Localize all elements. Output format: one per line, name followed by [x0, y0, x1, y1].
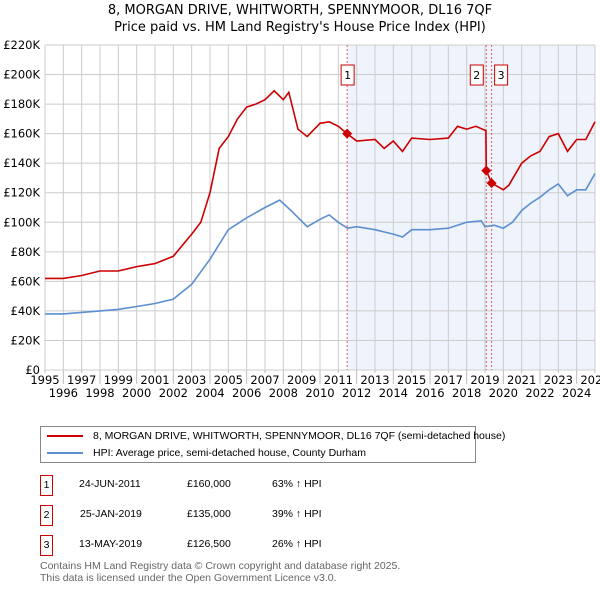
x-tick-label: 2015 — [397, 373, 426, 387]
footer: Contains HM Land Registry data © Crown c… — [40, 560, 400, 584]
hpi-change: 39% ↑ HPI — [272, 508, 322, 520]
x-tick-label: 2018 — [452, 386, 481, 400]
sale-point — [486, 178, 497, 189]
sale-label: 3 — [498, 69, 505, 82]
x-tick-label: 2022 — [525, 386, 554, 400]
x-tick-label: 1999 — [104, 373, 133, 387]
x-tick-label: 2011 — [324, 373, 353, 387]
x-tick-label: 2002 — [159, 386, 188, 400]
y-tick-label: £120K — [3, 186, 40, 200]
x-tick-label: 2014 — [379, 386, 408, 400]
sale-point — [481, 165, 492, 176]
price: £126,500 — [187, 538, 231, 550]
sale-label: 2 — [473, 69, 480, 82]
y-tick-label: £220K — [3, 38, 40, 52]
legend-line-blue — [47, 452, 83, 454]
y-tick-label: £40K — [11, 304, 41, 318]
y-tick-label: £60K — [11, 274, 41, 288]
x-tick-label: 1998 — [85, 386, 114, 400]
y-tick-label: £140K — [3, 156, 40, 170]
x-tick-label: 2003 — [177, 373, 206, 387]
x-tick-label: 2001 — [140, 373, 169, 387]
x-tick-label: 2021 — [507, 373, 536, 387]
x-tick-label: 2008 — [269, 386, 298, 400]
price: £135,000 — [187, 508, 231, 520]
price: £160,000 — [187, 478, 231, 490]
y-tick-label: £0 — [25, 363, 40, 377]
x-tick-label: 2017 — [434, 373, 463, 387]
x-tick-label: 2007 — [250, 373, 279, 387]
x-tick-label: 2024 — [562, 386, 591, 400]
legend-label: 8, MORGAN DRIVE, WHITWORTH, SPENNYMOOR, … — [93, 430, 506, 442]
x-tick-label: 2010 — [305, 386, 334, 400]
legend-line-red — [47, 435, 83, 437]
series-line — [45, 173, 596, 315]
x-tick-label: 1997 — [67, 373, 96, 387]
hpi-change: 26% ↑ HPI — [272, 538, 322, 550]
x-tick-label: 2009 — [287, 373, 316, 387]
sale-point — [342, 128, 353, 139]
y-tick-label: £80K — [11, 245, 41, 259]
marker-badge: 3 — [40, 535, 53, 556]
sale-label-box — [340, 64, 355, 86]
sale-label-box — [494, 64, 509, 86]
x-tick-label: 2005 — [214, 373, 243, 387]
sale-label-box — [469, 64, 484, 86]
footer-line: This data is licensed under the Open Gov… — [40, 572, 337, 584]
y-tick-label: £200K — [3, 68, 40, 82]
x-tick-label: 2006 — [232, 386, 261, 400]
x-tick-label: 2000 — [122, 386, 151, 400]
y-tick-label: £160K — [3, 127, 40, 141]
legend-item-hpi: HPI: Average price, semi-detached house,… — [47, 445, 366, 461]
chart-subtitle: Price paid vs. HM Land Registry's House … — [114, 20, 486, 35]
x-tick-label: 2020 — [489, 386, 518, 400]
x-tick-label: 2004 — [195, 386, 224, 400]
marker-badge: 2 — [40, 505, 53, 526]
x-tick-label: 1996 — [49, 386, 78, 400]
date: 24-JUN-2011 — [79, 478, 141, 490]
date: 13-MAY-2019 — [79, 538, 143, 550]
y-tick-label: £20K — [11, 333, 41, 347]
x-tick-label: 2012 — [342, 386, 371, 400]
legend-item-property: 8, MORGAN DRIVE, WHITWORTH, SPENNYMOOR, … — [47, 428, 505, 444]
x-tick-label: 2025 — [580, 373, 600, 387]
date: 25-JAN-2019 — [80, 508, 142, 520]
legend: 8, MORGAN DRIVE, WHITWORTH, SPENNYMOOR, … — [40, 426, 505, 463]
chart-title: 8, MORGAN DRIVE, WHITWORTH, SPENNYMOOR, … — [107, 3, 493, 18]
sale-label: 1 — [344, 69, 351, 82]
marker-badge: 1 — [40, 475, 53, 496]
hpi-change: 63% ↑ HPI — [272, 478, 322, 490]
legend-label: HPI: Average price, semi-detached house,… — [93, 447, 366, 459]
footer-line: Contains HM Land Registry data © Crown c… — [40, 560, 401, 572]
price-chart: 1995199619971998199920002001200220032004… — [3, 38, 600, 400]
x-tick-label: 2019 — [470, 373, 499, 387]
y-tick-label: £180K — [3, 97, 40, 111]
x-tick-label: 2023 — [544, 373, 573, 387]
post-sale-shade — [347, 45, 595, 370]
y-tick-label: £100K — [3, 215, 40, 229]
x-tick-label: 2013 — [360, 373, 389, 387]
x-tick-label: 1995 — [30, 373, 59, 387]
x-tick-label: 2016 — [415, 386, 444, 400]
